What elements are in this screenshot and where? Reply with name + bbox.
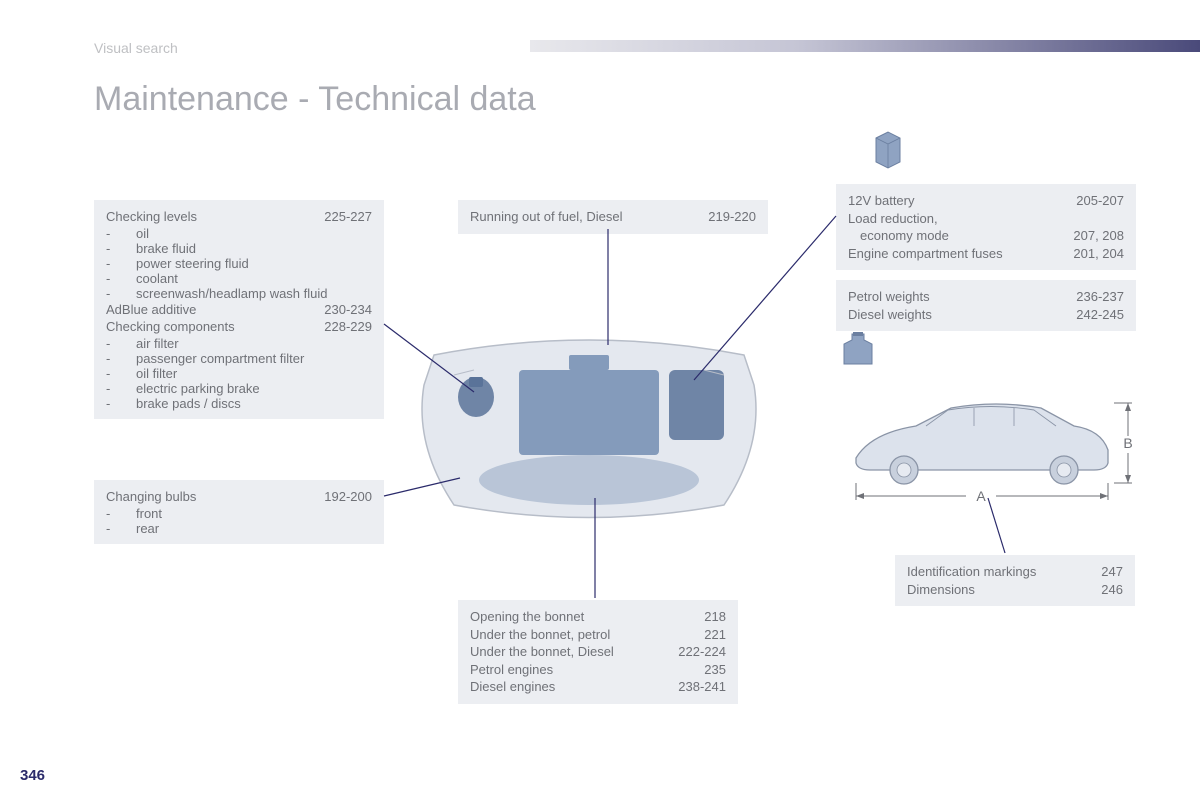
label: Running out of fuel, Diesel — [470, 208, 698, 226]
box-weights: Petrol weights236-237 Diesel weights242-… — [836, 280, 1136, 331]
fuse-icon — [870, 130, 906, 170]
label: AdBlue additive — [106, 301, 314, 319]
page-number: 346 — [20, 767, 45, 784]
box-bonnet: Opening the bonnet218 Under the bonnet, … — [458, 600, 738, 704]
box-running-out-fuel: Running out of fuel, Diesel 219-220 — [458, 200, 768, 234]
car-dimensions-illustration: A B — [836, 388, 1136, 518]
box-checking-levels: Checking levels 225-227 oil brake fluid p… — [94, 200, 384, 419]
pages: 230-234 — [324, 301, 372, 319]
sublist: front rear — [106, 506, 372, 536]
sublist: air filter passenger compartment filter … — [106, 336, 372, 411]
coolant-reservoir-icon — [838, 330, 878, 370]
box-battery: 12V battery205-207 Load reduction, econo… — [836, 184, 1136, 270]
box-identification: Identification markings247 Dimensions246 — [895, 555, 1135, 606]
engine-bay-illustration — [414, 315, 764, 525]
svg-text:B: B — [1123, 435, 1132, 451]
label: Checking components — [106, 318, 314, 336]
pages: 225-227 — [324, 208, 372, 226]
pages: 228-229 — [324, 318, 372, 336]
pages: 192-200 — [324, 488, 372, 506]
page-title: Maintenance - Technical data — [94, 80, 536, 119]
breadcrumb: Visual search — [94, 40, 178, 56]
label: Changing bulbs — [106, 488, 314, 506]
sublist: oil brake fluid power steering fluid coo… — [106, 226, 372, 301]
label: Checking levels — [106, 208, 314, 226]
svg-text:A: A — [976, 488, 986, 504]
pages: 219-220 — [708, 208, 756, 226]
header-gradient-bar — [530, 40, 1200, 52]
box-changing-bulbs: Changing bulbs 192-200 front rear — [94, 480, 384, 544]
